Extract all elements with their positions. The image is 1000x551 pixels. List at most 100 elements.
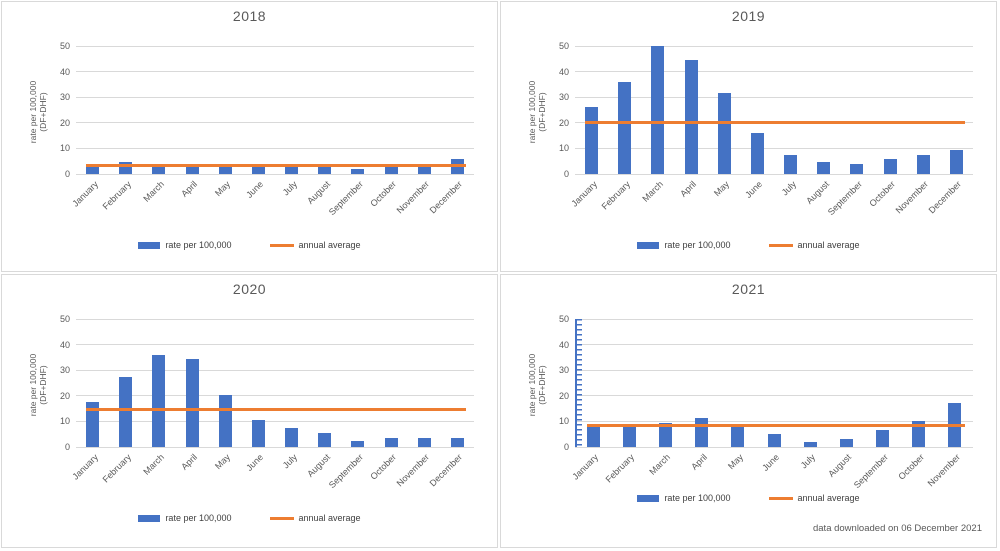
y-tick-label: 40 [59, 66, 70, 77]
bar-august [839, 439, 853, 447]
gridline-y20 [76, 122, 474, 124]
legend-bar-swatch-icon [138, 514, 161, 522]
bar-august [318, 166, 332, 174]
gridline-y50 [76, 45, 474, 47]
bar-december [450, 438, 464, 447]
y-tick-label: 0 [64, 169, 70, 179]
y-tick-label: 10 [558, 143, 569, 154]
y-tick-label: 30 [558, 365, 569, 376]
gridline-y10 [575, 147, 973, 149]
bar-november [417, 438, 431, 447]
legend-bar-label: rate per 100,000 [664, 240, 731, 250]
gridline-y30 [575, 369, 973, 371]
y-tick-label: 30 [59, 365, 70, 376]
legend-bar-label: rate per 100,000 [165, 240, 232, 250]
y-tick-label: 10 [59, 416, 70, 427]
annual-average-line [86, 163, 466, 167]
bar-june [251, 166, 265, 174]
bar-november [916, 154, 930, 174]
bar-october [912, 421, 926, 447]
annual-average-line [586, 423, 965, 427]
y-tick-label: 20 [558, 117, 569, 128]
y-tick-label: 0 [563, 169, 569, 179]
bar-may [731, 426, 745, 447]
y-tick-label: 50 [59, 41, 70, 51]
legend: rate per 100,000 annual average [501, 240, 996, 250]
legend: rate per 100,000 annual average [501, 493, 996, 503]
bar-july [285, 427, 299, 447]
chart-panel-2018: 2018 rate per 100,000 (DF+DHF) rate per … [1, 1, 498, 272]
legend-item-line: annual average [768, 240, 860, 250]
y-axis-title-line1: rate per 100,000 [527, 80, 537, 144]
gridline-y30 [575, 96, 973, 98]
bar-march [658, 422, 672, 447]
bar-january [586, 425, 600, 447]
gridline-y40 [575, 71, 973, 73]
bar-january [585, 107, 599, 174]
y-tick-label: 30 [59, 92, 70, 103]
bar-february [119, 376, 133, 447]
chart-panel-2021: 2021 rate per 100,000 (DF+DHF) rate per … [500, 274, 997, 548]
legend-line-swatch-icon [768, 496, 793, 500]
y-tick-label: 0 [563, 442, 569, 452]
bar-april [185, 166, 199, 174]
legend-item-bars: rate per 100,000 [138, 513, 232, 523]
y-tick-label: 20 [558, 390, 569, 401]
chart-panel-2020: 2020 rate per 100,000 (DF+DHF) rate per … [1, 274, 498, 548]
bar-march [651, 46, 665, 174]
y-axis-line-highlighted [575, 319, 582, 447]
annual-average-line [585, 121, 965, 125]
legend-item-bars: rate per 100,000 [637, 240, 731, 250]
chart-title: 2020 [232, 281, 267, 297]
chart-title: 2019 [731, 8, 766, 24]
gridline-y40 [575, 344, 973, 346]
legend-item-line: annual average [768, 493, 860, 503]
bar-april [684, 60, 698, 174]
bar-june [251, 420, 265, 447]
legend-bar-swatch-icon [138, 241, 161, 249]
legend-bar-label: rate per 100,000 [165, 513, 232, 523]
gridline-y30 [76, 369, 474, 371]
gridline-y50 [575, 45, 973, 47]
y-tick-label: 40 [558, 339, 569, 350]
chart-title: 2018 [232, 8, 267, 24]
chart-panel-2019: 2019 rate per 100,000 (DF+DHF) rate per … [500, 1, 997, 272]
bar-february [119, 162, 133, 174]
gridline-y20 [76, 395, 474, 397]
legend-item-line: annual average [269, 240, 361, 250]
gridline-y0 [76, 446, 474, 448]
bar-april [695, 417, 709, 447]
bar-october [883, 158, 897, 174]
gridline-y10 [575, 420, 973, 422]
chart-title: 2021 [731, 281, 766, 297]
bar-june [750, 133, 764, 174]
bar-january [86, 402, 100, 447]
bar-november [417, 166, 431, 174]
legend-line-label: annual average [797, 240, 860, 250]
bar-august [817, 162, 831, 174]
bar-october [384, 166, 398, 174]
bar-september [876, 430, 890, 447]
annual-average-line [86, 408, 466, 412]
bar-may [218, 394, 232, 447]
legend-item-bars: rate per 100,000 [637, 493, 731, 503]
bar-april [185, 358, 199, 447]
bar-october [384, 438, 398, 447]
bar-march [152, 354, 166, 447]
y-tick-label: 50 [558, 41, 569, 51]
gridline-y50 [76, 318, 474, 320]
legend: rate per 100,000 annual average [2, 240, 497, 250]
plot-area [76, 45, 474, 175]
gridline-y40 [76, 71, 474, 73]
y-tick-label: 20 [59, 117, 70, 128]
legend-item-line: annual average [269, 513, 361, 523]
gridline-y10 [76, 420, 474, 422]
bar-july [803, 441, 817, 447]
download-note: data downloaded on 06 December 2021 [812, 523, 982, 534]
bar-december [949, 149, 963, 174]
bar-september [351, 168, 365, 174]
gridline-y40 [76, 344, 474, 346]
bar-february [622, 426, 636, 447]
gridline-y20 [575, 395, 973, 397]
